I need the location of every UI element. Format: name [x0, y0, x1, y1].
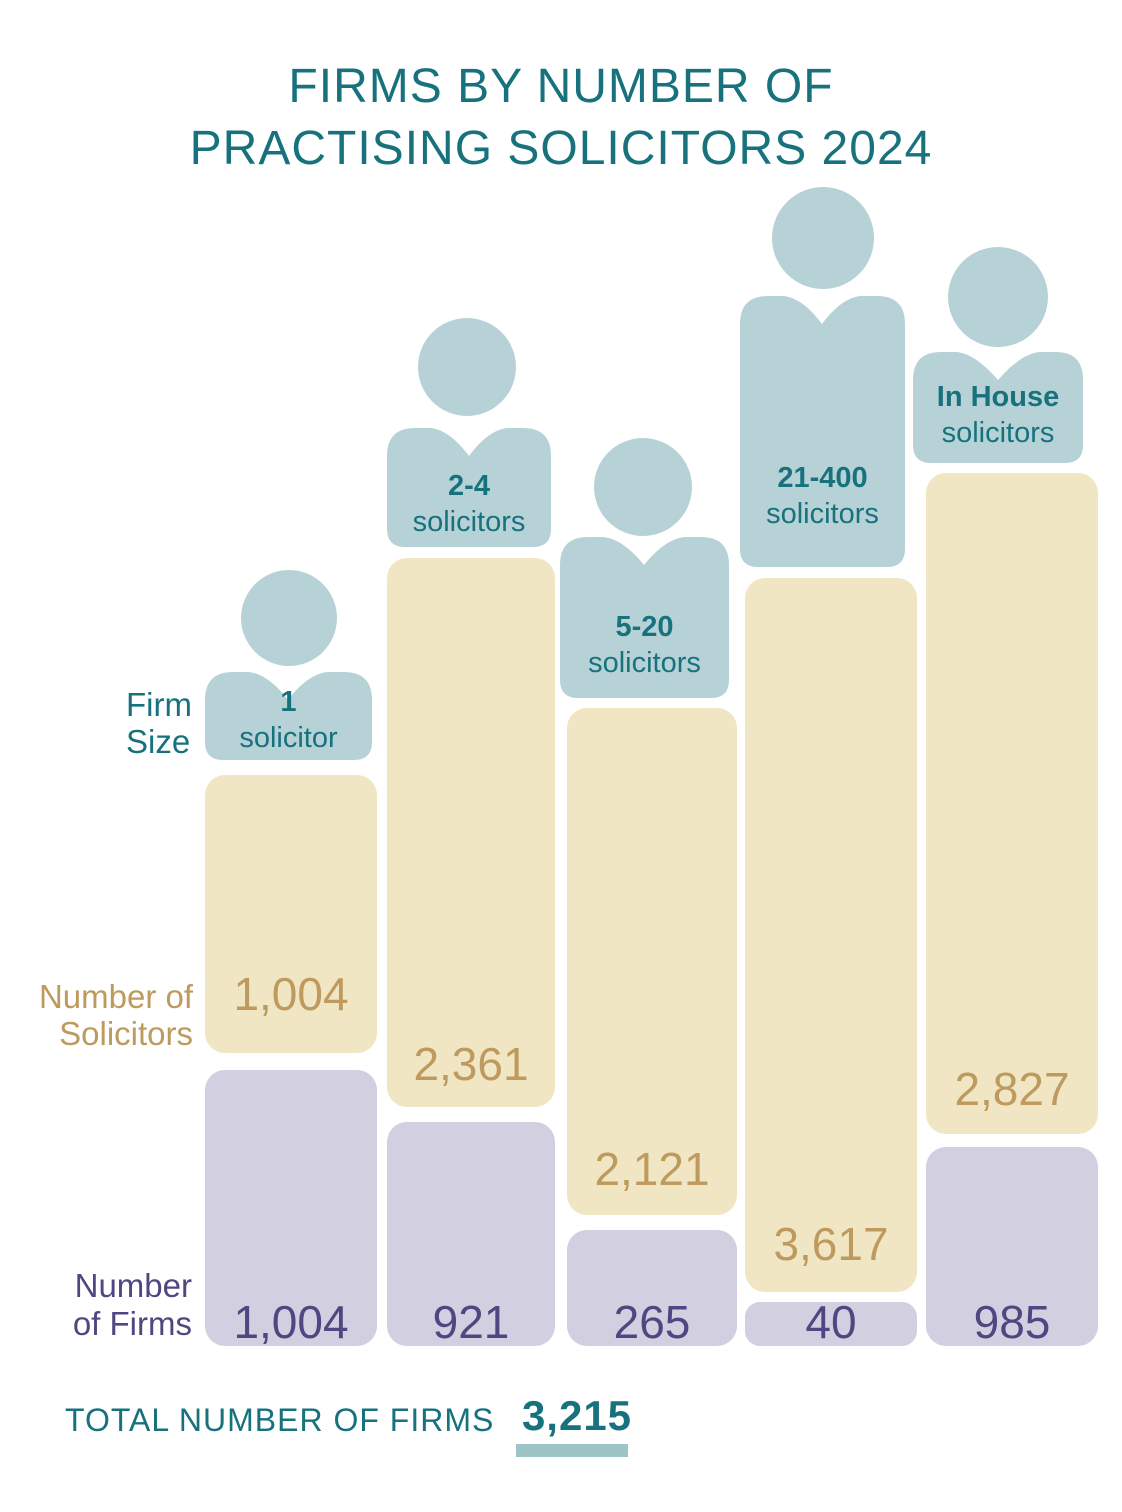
row-label-number-of-firms: Number of Firms	[0, 1267, 192, 1343]
firm-size-label-4: 21-400 solicitors	[740, 460, 905, 532]
firms-value-3: 265	[613, 1296, 691, 1348]
solicitors-value-5: 2,827	[954, 1063, 1070, 1115]
solicitors-value-3: 2,121	[594, 1143, 710, 1195]
person-icon-in-house-solicitors	[913, 247, 1083, 463]
person-icon-2-4-solicitors	[387, 318, 551, 547]
firms-bar-3	[567, 1230, 737, 1346]
firms-value-5: 985	[973, 1296, 1051, 1348]
solicitors-bar-4	[745, 578, 917, 1292]
person-icon-21-400-solicitors	[740, 187, 905, 567]
firm-size-unit: solicitors	[941, 417, 1055, 449]
chart-title-line2: PRACTISING SOLICITORS 2024	[189, 122, 933, 175]
chart-title: FIRMS BY NUMBER OF PRACTISING SOLICITORS…	[0, 56, 1122, 180]
row-label-firm-size: Firm Size	[126, 686, 246, 760]
row-label-line: of Firms	[72, 1305, 192, 1342]
solicitors-bar-5	[926, 473, 1098, 1134]
firm-size-label-1: 1 solicitor	[205, 684, 372, 756]
firms-value-2: 921	[432, 1296, 510, 1348]
firm-size-range: 21-400	[777, 462, 868, 494]
row-label-line: Solicitors	[59, 1015, 193, 1052]
firms-value-4: 40	[805, 1296, 857, 1348]
solicitors-value-2: 2,361	[413, 1038, 529, 1090]
firm-size-range: 5-20	[615, 611, 674, 643]
firms-bar-2	[387, 1122, 555, 1346]
chart-title-line1: FIRMS BY NUMBER OF	[288, 60, 834, 113]
total-firms-label: TOTAL NUMBER OF FIRMS	[65, 1402, 495, 1438]
firms-value-1: 1,004	[233, 1296, 349, 1348]
firm-size-unit: solicitor	[239, 722, 338, 754]
solicitors-bar-3	[567, 708, 737, 1215]
firm-size-unit: solicitors	[588, 647, 701, 679]
person-icon-5-20-solicitors	[560, 438, 729, 698]
person-icon-1-solicitor	[205, 570, 372, 760]
row-label-line: Number	[74, 1267, 192, 1304]
firms-bar-5	[926, 1147, 1098, 1346]
firm-size-range: In House	[936, 381, 1060, 413]
firms-bar-1	[205, 1070, 377, 1346]
solicitors-bar-1	[205, 775, 377, 1053]
row-label-number-of-solicitors: Number of Solicitors	[0, 978, 193, 1052]
row-label-line: Size	[126, 723, 191, 760]
firm-size-range: 2-4	[448, 470, 490, 502]
total-value-underline	[516, 1444, 628, 1457]
firm-size-label-5: In House solicitors	[913, 379, 1083, 451]
solicitors-bar-2	[387, 558, 555, 1107]
total-firms-value: 3,215	[521, 1392, 633, 1439]
row-label-line: Firm	[126, 686, 192, 723]
firm-size-label-2: 2-4 solicitors	[387, 468, 551, 540]
solicitors-value-4: 3,617	[773, 1218, 889, 1270]
firm-size-range: 1	[280, 686, 297, 718]
solicitors-value-1: 1,004	[233, 968, 349, 1020]
firm-size-unit: solicitors	[766, 498, 879, 530]
firms-bar-4	[745, 1302, 917, 1346]
firm-size-unit: solicitors	[412, 506, 526, 538]
firm-size-label-3: 5-20 solicitors	[560, 609, 729, 681]
row-label-line: Number of	[38, 978, 193, 1015]
